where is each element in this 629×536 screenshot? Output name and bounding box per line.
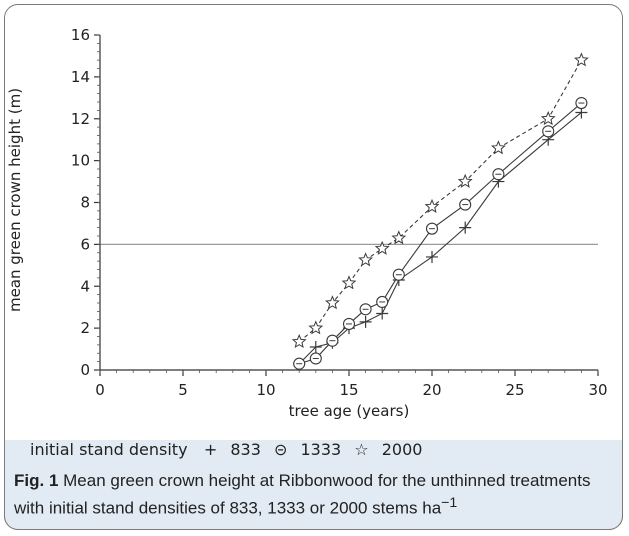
legend-label-1333: 1333 (300, 440, 342, 459)
legend-label-2000: 2000 (381, 440, 423, 459)
legend-marker-plus: + (200, 440, 218, 459)
chart-svg: 0 2 4 6 8 10 12 14 16 0 5 10 15 20 25 30 mean green cro… (6, 26, 608, 420)
caption-band (4, 440, 623, 530)
y-tick-label: 6 (80, 235, 90, 253)
data-point-833 (359, 315, 372, 328)
y-tick-label: 10 (71, 152, 90, 170)
data-point-2000 (490, 140, 506, 155)
x-tick-label: 0 (95, 381, 105, 399)
series-833 (293, 106, 588, 370)
data-point-2000 (358, 252, 374, 267)
x-tick-label: 30 (588, 381, 607, 399)
data-point-2000 (374, 240, 390, 255)
x-tick-label: 25 (505, 381, 524, 399)
y-tick-label: 8 (80, 194, 90, 212)
data-point-833 (459, 221, 472, 234)
x-tick-label: 20 (422, 381, 441, 399)
y-tick-label: 14 (71, 68, 90, 86)
y-tick-label: 2 (80, 319, 90, 337)
series-line-1333 (299, 102, 582, 365)
series-line-2000 (298, 59, 582, 343)
data-point-2000 (341, 275, 357, 290)
x-tick-label: 15 (339, 381, 358, 399)
y-tick-label: 0 (80, 361, 90, 379)
data-point-833 (376, 307, 389, 320)
legend-marker-star: ☆ (354, 440, 369, 459)
y-tick-label: 4 (80, 277, 90, 295)
series-1333 (293, 96, 588, 370)
series-2000 (291, 52, 589, 349)
caption-text: Mean green crown height at Ribbonwood fo… (14, 471, 591, 518)
x-axis-label: tree age (years) (289, 402, 410, 420)
data-point-2000 (324, 295, 340, 310)
data-point-2000 (573, 52, 589, 67)
data-point-2000 (308, 320, 324, 335)
caption-unit-superscript: −1 (441, 495, 458, 511)
data-point-2000 (424, 198, 440, 214)
legend-title: initial stand density (30, 440, 188, 459)
data-point-2000 (391, 230, 407, 245)
legend: initial stand density + 833 ⊝ 1333 ☆ 200… (30, 440, 430, 464)
series-line-833 (298, 112, 582, 365)
data-point-2000 (540, 110, 556, 126)
caption-label: Fig. 1 (14, 471, 59, 490)
data-point-833 (426, 250, 438, 263)
legend-marker-circle: ⊝ (273, 440, 288, 459)
y-tick-label: 16 (71, 26, 90, 44)
y-tick-label: 12 (71, 110, 90, 128)
data-point-2000 (457, 173, 473, 188)
figure-caption: Fig. 1 Mean green crown height at Ribbon… (14, 470, 618, 520)
x-tick-label: 5 (178, 381, 188, 399)
legend-label-833: 833 (230, 440, 261, 459)
y-axis-label: mean green crown height (m) (6, 88, 24, 312)
x-tick-label: 10 (256, 381, 275, 399)
data-point-833 (309, 340, 322, 353)
data-point-2000 (291, 333, 307, 349)
